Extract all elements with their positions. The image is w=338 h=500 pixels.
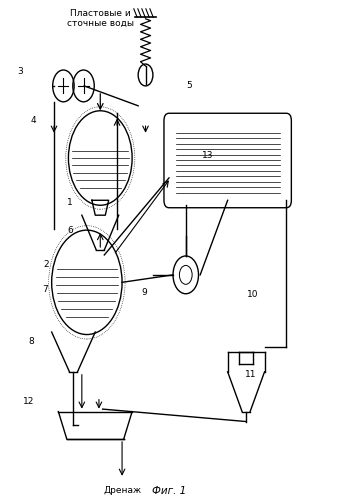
Text: 1: 1 [67, 198, 73, 207]
Text: 3: 3 [17, 66, 23, 76]
Text: 10: 10 [247, 290, 259, 299]
Text: Фиг. 1: Фиг. 1 [152, 486, 186, 496]
Text: Дренаж: Дренаж [103, 486, 141, 495]
Text: 8: 8 [29, 338, 34, 346]
Text: 5: 5 [186, 82, 192, 90]
Text: 13: 13 [202, 151, 213, 160]
Text: 9: 9 [141, 288, 147, 297]
Text: 12: 12 [23, 397, 34, 406]
Text: 11: 11 [245, 370, 257, 379]
Text: 2: 2 [44, 260, 49, 270]
Text: 7: 7 [42, 286, 48, 294]
Text: 4: 4 [30, 116, 36, 125]
Text: Пластовые и
сточные воды: Пластовые и сточные воды [67, 9, 134, 28]
Text: 6: 6 [67, 226, 73, 234]
